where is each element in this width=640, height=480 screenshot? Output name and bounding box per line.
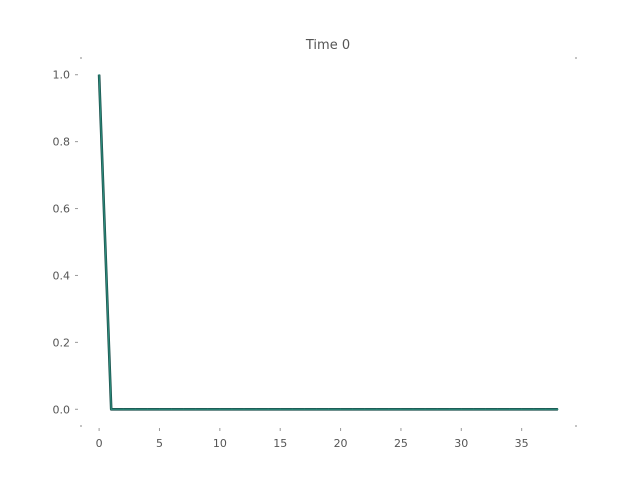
- x-tick-label: 15: [273, 437, 287, 450]
- data-point: [110, 408, 112, 410]
- data-point: [134, 408, 136, 410]
- x-tick-label: 10: [213, 437, 227, 450]
- data-point: [557, 408, 559, 410]
- data-point: [122, 408, 124, 410]
- data-point: [352, 408, 354, 410]
- data-point: [533, 408, 535, 410]
- y-tick-label: 0.8: [53, 136, 71, 149]
- data-point: [545, 408, 547, 410]
- axes-corner-mark-0: [80, 57, 82, 59]
- data-point: [496, 408, 499, 410]
- data-point: [146, 408, 149, 410]
- data-point: [327, 408, 330, 410]
- axes-corner-mark-1: [575, 57, 577, 59]
- y-tick-label: 0.6: [53, 203, 71, 216]
- data-point: [303, 408, 305, 410]
- data-point: [195, 408, 197, 410]
- y-tick-label: 0.2: [53, 336, 71, 349]
- data-point: [279, 408, 281, 410]
- x-tick-label: 5: [156, 437, 163, 450]
- data-point: [207, 408, 209, 410]
- data-point: [376, 408, 378, 410]
- data-point: [448, 408, 450, 410]
- x-tick-label: 0: [96, 437, 103, 450]
- y-tick-label: 0.4: [53, 269, 71, 282]
- data-point: [231, 408, 233, 410]
- data-point: [412, 408, 414, 410]
- data-point: [170, 408, 173, 410]
- axes-corner-marks: [80, 57, 577, 427]
- data-point: [183, 408, 185, 410]
- data-point: [424, 408, 426, 410]
- data-point: [472, 408, 474, 410]
- data-point: [98, 74, 100, 76]
- data-point: [508, 408, 511, 410]
- data-point: [521, 408, 523, 410]
- y-tick-label: 1.0: [53, 69, 71, 82]
- data-point: [364, 408, 366, 410]
- series-line-shadow: [97, 74, 558, 411]
- series-group: [97, 74, 559, 411]
- data-point: [388, 408, 390, 410]
- data-point: [243, 408, 245, 410]
- data-point: [460, 408, 462, 410]
- x-tick-label: 25: [394, 437, 408, 450]
- data-point: [267, 408, 269, 410]
- data-point: [400, 408, 402, 410]
- data-point: [158, 408, 161, 410]
- x-tick-label: 20: [334, 437, 348, 450]
- chart-title: Time 0: [305, 38, 350, 53]
- data-point: [484, 408, 487, 410]
- series-line: [98, 74, 558, 410]
- data-point: [291, 408, 293, 410]
- data-point: [436, 408, 438, 410]
- data-point: [315, 408, 318, 410]
- x-tick-label: 35: [515, 437, 529, 450]
- data-point: [339, 408, 342, 410]
- data-point: [219, 408, 221, 410]
- y-axis-ticks: 0.0 0.2 0.4 0.6 0.8 1.0: [53, 69, 78, 416]
- axes-corner-mark-2: [80, 425, 82, 427]
- x-tick-label: 30: [454, 437, 468, 450]
- data-point: [255, 408, 257, 410]
- x-axis-ticks: 0 5 10 15 20 25 30 35: [96, 428, 529, 450]
- axes-corner-mark-3: [575, 425, 577, 427]
- y-tick-label: 0.0: [53, 403, 71, 416]
